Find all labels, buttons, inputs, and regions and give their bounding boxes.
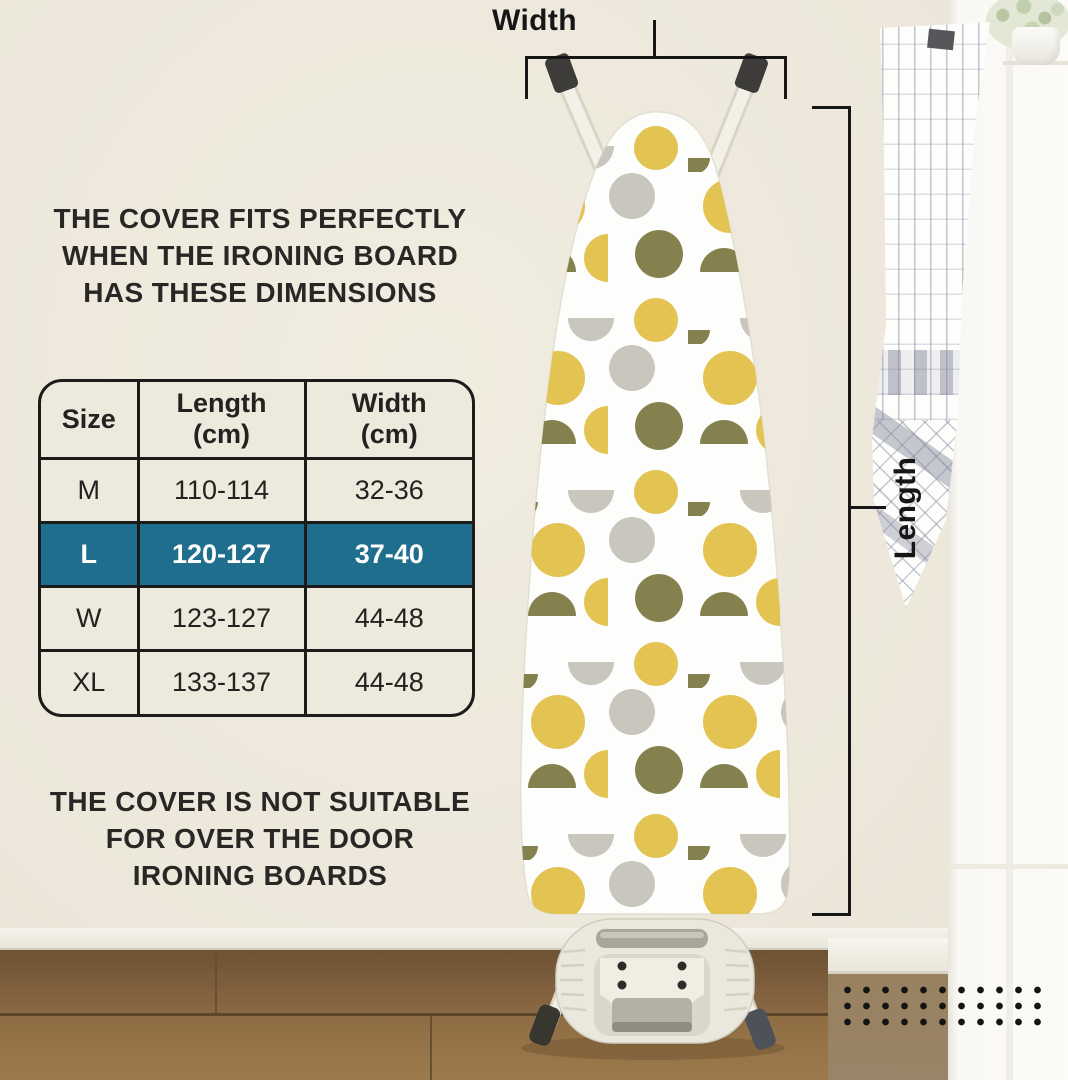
width-bracket-stem [653, 20, 656, 59]
width-bracket-right-tick [784, 56, 787, 99]
rubber-foot-left [529, 1004, 561, 1046]
length-bracket-mid-tick [848, 506, 886, 509]
length-bracket-top-tick [812, 106, 851, 109]
length-cell: 123-127 [138, 586, 307, 652]
length-dimension-label: Length [889, 456, 923, 560]
width-cell: 44-48 [305, 586, 472, 652]
width-dimension-label: Width [492, 4, 578, 37]
shelf-board-mid [948, 864, 1068, 869]
length-cell: 110-114 [138, 458, 307, 524]
floor-shadow [521, 1036, 785, 1060]
iron-rest-base [555, 918, 755, 1044]
col-header-size: Size [41, 382, 140, 460]
length-cell: 133-137 [138, 650, 307, 714]
leg-cap-left [545, 53, 579, 93]
width-bracket-left-tick [525, 56, 528, 99]
rubber-foot-right [744, 1008, 776, 1050]
leg-cap-right [734, 53, 768, 93]
dots-pattern-decor [838, 982, 1046, 1028]
width-bracket-line [525, 56, 787, 59]
header-row: Size Length (cm) Width (cm) [41, 382, 472, 460]
not-suitable-note: THE COVER IS NOT SUITABLE FOR OVER THE D… [49, 786, 471, 892]
length-bracket-bottom-tick [812, 913, 851, 916]
size-cell: W [41, 586, 140, 652]
table-row-w: W 123-127 44-48 [41, 586, 472, 652]
size-cell: XL [41, 650, 140, 714]
size-cell: M [41, 458, 140, 524]
shelf-bottom-board [828, 938, 948, 974]
floor-plank-seam [430, 1016, 432, 1080]
width-cell: 44-48 [354, 667, 424, 698]
shelf-edge-line [1006, 0, 1013, 1080]
table-row-l: L 120-127 37-40 [41, 522, 472, 588]
wood-floor-lower-plank [0, 1013, 948, 1080]
length-bracket-line [848, 106, 851, 916]
table-row-xl: XL 133-137 44-48 [41, 650, 472, 714]
width-cell: 32-36 [305, 458, 472, 524]
wood-floor-upper-plank [0, 950, 948, 1013]
board-surface [520, 111, 791, 915]
fit-headline: THE COVER FITS PERFECTLY WHEN THE IRONIN… [53, 203, 467, 309]
col-header-width: Width (cm) [305, 382, 472, 460]
floor-plank-seam [215, 950, 217, 1013]
size-cell: L [41, 522, 140, 588]
length-cell: 120-127 [138, 522, 307, 588]
size-chart: Size Length (cm) Width (cm) M 110-114 32… [38, 379, 475, 717]
width-cell: 37-40 [305, 522, 472, 588]
col-header-length: Length (cm) [138, 382, 307, 460]
size-chart-table: Size Length (cm) Width (cm) M 110-114 32… [41, 382, 472, 714]
plant-pot [1012, 27, 1060, 65]
table-row-m: M 110-114 32-36 [41, 458, 472, 524]
